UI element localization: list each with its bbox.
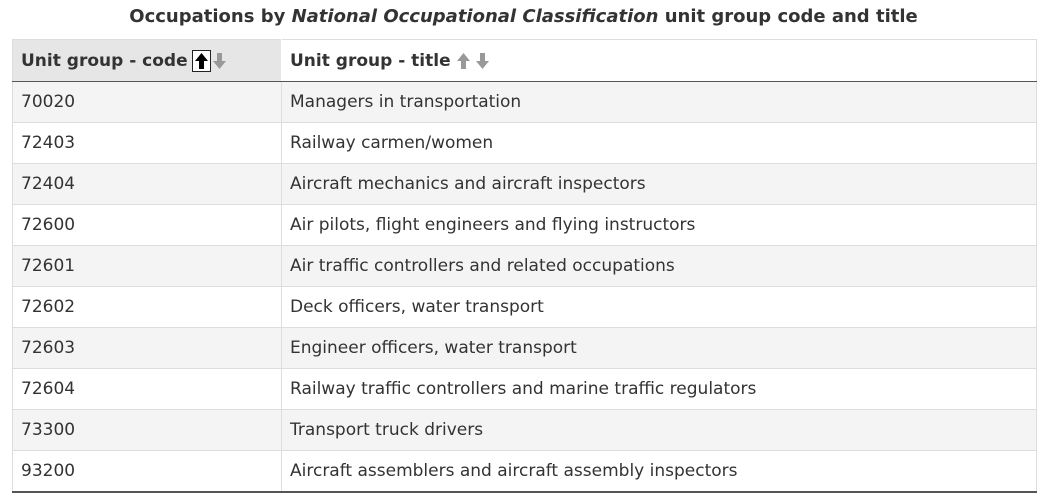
arrow-up-icon [194, 52, 208, 69]
arrow-down-icon [212, 52, 226, 69]
table-row: 72602 Deck officers, water transport [12, 286, 1037, 328]
table-row: 72601 Air traffic controllers and relate… [12, 245, 1037, 287]
table-body: 70020 Managers in transportation 72403 R… [12, 81, 1037, 493]
unit-group-title: Air traffic controllers and related occu… [281, 245, 1037, 287]
arrow-down-icon [475, 52, 489, 69]
unit-group-code: 70020 [12, 81, 282, 123]
table-row: 72600 Air pilots, flight engineers and f… [12, 204, 1037, 246]
unit-group-title: Railway carmen/women [281, 122, 1037, 164]
sort-ascending-title-button[interactable] [455, 50, 474, 72]
table-row: 72604 Railway traffic controllers and ma… [12, 368, 1037, 410]
unit-group-title: Railway traffic controllers and marine t… [281, 368, 1037, 410]
table-row: 72603 Engineer officers, water transport [12, 327, 1037, 369]
unit-group-title: Air pilots, flight engineers and flying … [281, 204, 1037, 246]
column-header-code: Unit group - code [12, 39, 282, 82]
caption-prefix: Occupations by [129, 6, 292, 27]
header-row: Unit group - code Unit group - title [12, 39, 1037, 82]
sort-descending-title-button[interactable] [474, 50, 493, 72]
caption-emphasis: National Occupational Classification [291, 6, 659, 27]
sort-ascending-code-button[interactable] [191, 49, 211, 72]
unit-group-code: 72602 [12, 286, 282, 328]
column-header-title: Unit group - title [281, 39, 1037, 82]
unit-group-code: 72404 [12, 163, 282, 205]
unit-group-title: Transport truck drivers [281, 409, 1037, 451]
table-row: 70020 Managers in transportation [12, 81, 1037, 123]
unit-group-code: 72403 [12, 122, 282, 164]
caption-suffix: unit group code and title [658, 6, 918, 27]
sort-descending-code-button[interactable] [211, 50, 230, 72]
unit-group-title: Managers in transportation [281, 81, 1037, 123]
table-caption: Occupations by National Occupational Cla… [0, 4, 1047, 30]
table-row: 72403 Railway carmen/women [12, 122, 1037, 164]
column-header-title-label: Unit group - title [290, 50, 451, 71]
unit-group-title: Aircraft mechanics and aircraft inspecto… [281, 163, 1037, 205]
sort-controls-code [191, 49, 230, 72]
arrow-up-icon [456, 52, 470, 69]
table-row: 72404 Aircraft mechanics and aircraft in… [12, 163, 1037, 205]
unit-group-code: 72600 [12, 204, 282, 246]
unit-group-code: 72603 [12, 327, 282, 369]
column-header-code-label: Unit group - code [21, 50, 188, 71]
unit-group-title: Aircraft assemblers and aircraft assembl… [281, 450, 1037, 493]
table-row: 73300 Transport truck drivers [12, 409, 1037, 451]
table-header: Unit group - code Unit group - title [12, 39, 1037, 82]
unit-group-code: 93200 [12, 450, 282, 493]
unit-group-title: Engineer officers, water transport [281, 327, 1037, 369]
occupations-table: Unit group - code Unit group - title 700… [12, 39, 1037, 493]
sort-controls-title [455, 50, 493, 72]
unit-group-code: 72604 [12, 368, 282, 410]
unit-group-code: 72601 [12, 245, 282, 287]
unit-group-title: Deck officers, water transport [281, 286, 1037, 328]
table-row: 93200 Aircraft assemblers and aircraft a… [12, 450, 1037, 493]
unit-group-code: 73300 [12, 409, 282, 451]
